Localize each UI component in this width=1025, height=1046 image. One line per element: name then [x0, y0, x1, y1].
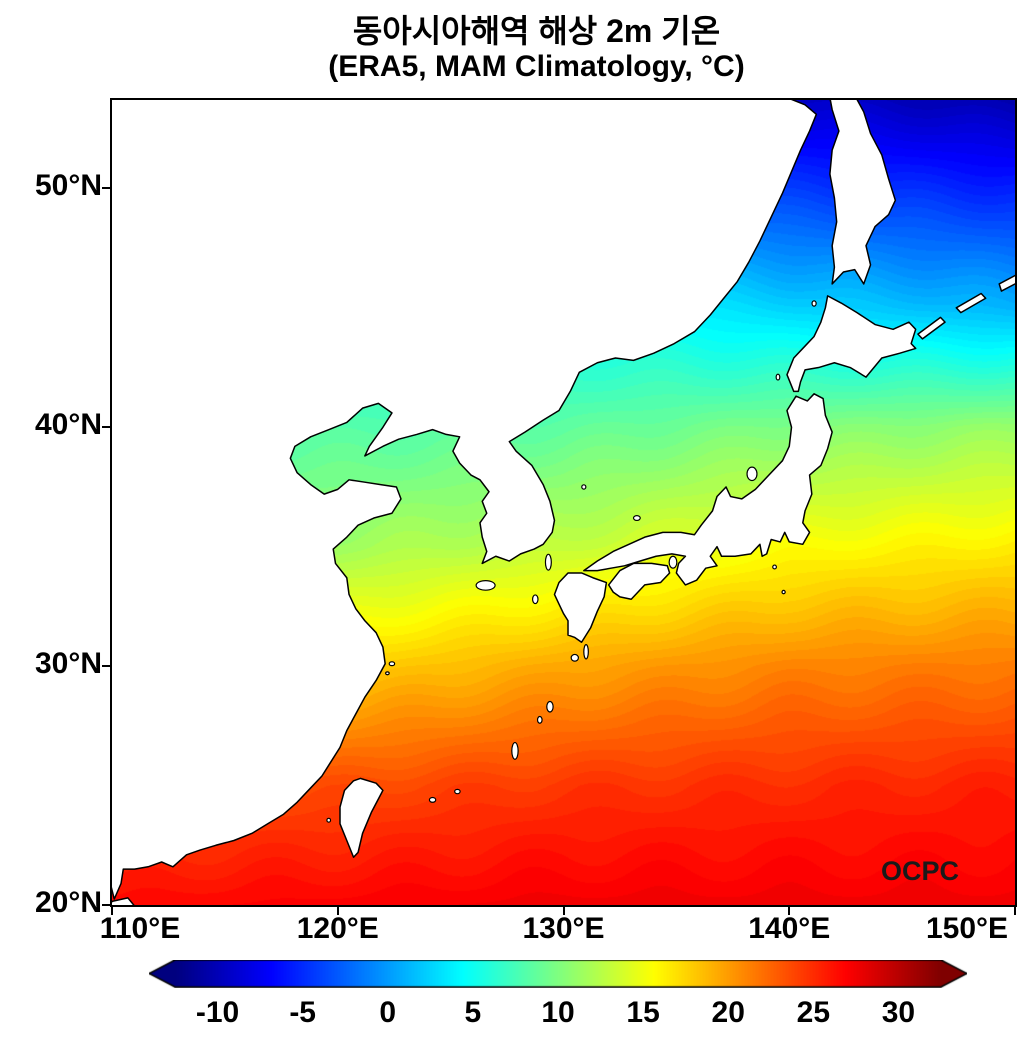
island	[547, 701, 553, 712]
map-panel: OCPC	[110, 98, 1017, 907]
colorbar-tick-label: 25	[796, 996, 831, 1029]
colorbar-tick-label: 15	[626, 996, 660, 1029]
colorbar-tick-label: -10	[195, 996, 240, 1029]
island	[455, 789, 460, 793]
colorbar-canvas	[149, 960, 967, 988]
chart-title: 동아시아해역 해상 2m 기온	[352, 13, 721, 49]
island	[327, 818, 331, 822]
island	[429, 798, 435, 803]
island	[747, 467, 757, 480]
y-tick-mark	[102, 665, 110, 668]
x-tick-label: 110°E	[99, 912, 181, 945]
island	[533, 595, 538, 604]
colorbar-tick-label: 0	[379, 996, 397, 1029]
colorbar-tick-label: 20	[711, 996, 745, 1029]
x-tick-mark	[336, 907, 339, 915]
y-tick-label: 30°N	[34, 647, 102, 681]
x-tick-mark	[562, 907, 565, 915]
y-tick-mark	[102, 426, 110, 429]
y-tick-mark	[102, 187, 110, 190]
island	[776, 374, 780, 380]
island	[633, 516, 640, 521]
x-tick-label: 120°E	[296, 912, 379, 945]
x-tick-label: 130°E	[522, 912, 605, 945]
island	[538, 717, 543, 724]
colorbar-tick-label: 30	[881, 996, 916, 1029]
island	[782, 590, 785, 593]
coastline-overlay	[112, 100, 1015, 905]
x-tick-mark	[1014, 907, 1016, 915]
colorbar-tick-label: 10	[541, 996, 575, 1029]
island	[584, 645, 589, 659]
chart-subtitle: (ERA5, MAM Climatology, °C)	[328, 50, 745, 83]
island	[545, 554, 551, 570]
watermark-ocpc: OCPC	[880, 856, 959, 886]
island	[571, 654, 578, 661]
x-tick-mark	[111, 907, 113, 915]
colorbar-tick-label: -5	[289, 996, 316, 1029]
x-tick-label: 140°E	[748, 912, 831, 945]
island	[812, 301, 816, 306]
y-tick-label: 40°N	[34, 408, 102, 442]
island	[386, 672, 390, 675]
y-tick-label: 20°N	[34, 886, 102, 919]
x-tick-label: 150°E	[925, 912, 1009, 945]
x-tick-mark	[788, 907, 791, 915]
island	[512, 743, 518, 760]
island	[582, 485, 586, 489]
island	[389, 662, 394, 666]
y-tick-label: 50°N	[34, 169, 102, 203]
island	[773, 565, 777, 569]
coastline-path	[112, 100, 1015, 905]
small-islands-group	[327, 301, 816, 822]
colorbar-tick-label: 5	[464, 996, 482, 1029]
y-tick-mark	[102, 904, 110, 906]
island	[476, 581, 495, 591]
island	[669, 556, 677, 568]
